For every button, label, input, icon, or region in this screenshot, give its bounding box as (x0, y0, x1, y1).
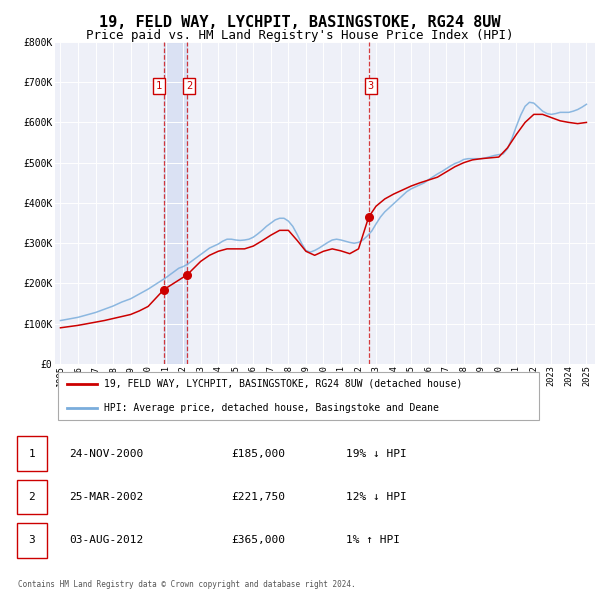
Text: 19, FELD WAY, LYCHPIT, BASINGSTOKE, RG24 8UW (detached house): 19, FELD WAY, LYCHPIT, BASINGSTOKE, RG24… (104, 379, 462, 389)
Text: 1: 1 (28, 449, 35, 459)
FancyBboxPatch shape (17, 437, 47, 471)
Text: 19% ↓ HPI: 19% ↓ HPI (346, 449, 407, 459)
Text: 19, FELD WAY, LYCHPIT, BASINGSTOKE, RG24 8UW: 19, FELD WAY, LYCHPIT, BASINGSTOKE, RG24… (99, 15, 501, 30)
Text: Contains HM Land Registry data © Crown copyright and database right 2024.
This d: Contains HM Land Registry data © Crown c… (18, 579, 355, 590)
Text: HPI: Average price, detached house, Basingstoke and Deane: HPI: Average price, detached house, Basi… (104, 403, 439, 413)
Text: 3: 3 (368, 81, 374, 91)
FancyBboxPatch shape (17, 480, 47, 514)
Text: 2: 2 (28, 492, 35, 502)
Text: 24-NOV-2000: 24-NOV-2000 (70, 449, 144, 459)
Text: 1% ↑ HPI: 1% ↑ HPI (346, 536, 400, 546)
Text: 3: 3 (28, 536, 35, 546)
Text: £185,000: £185,000 (231, 449, 285, 459)
FancyBboxPatch shape (17, 523, 47, 558)
Text: £221,750: £221,750 (231, 492, 285, 502)
Text: £365,000: £365,000 (231, 536, 285, 546)
Text: 25-MAR-2002: 25-MAR-2002 (70, 492, 144, 502)
Bar (164, 42, 187, 364)
Text: 1: 1 (156, 81, 162, 91)
Text: 2: 2 (186, 81, 193, 91)
Text: 12% ↓ HPI: 12% ↓ HPI (346, 492, 407, 502)
Text: 03-AUG-2012: 03-AUG-2012 (70, 536, 144, 546)
FancyBboxPatch shape (58, 372, 539, 419)
Text: Price paid vs. HM Land Registry's House Price Index (HPI): Price paid vs. HM Land Registry's House … (86, 30, 514, 42)
